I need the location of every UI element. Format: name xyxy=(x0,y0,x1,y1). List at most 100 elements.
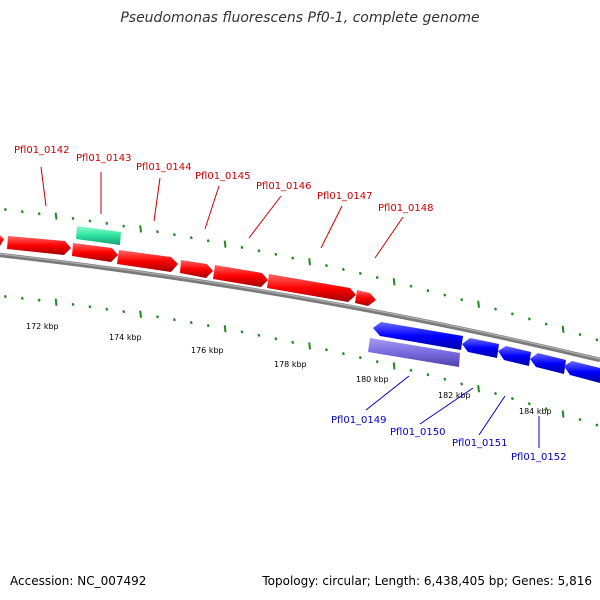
major-tick xyxy=(392,278,396,286)
forward-feature-block[interactable] xyxy=(76,226,121,245)
gene-label[interactable]: Pfl01_0143 xyxy=(76,153,132,164)
minor-tick xyxy=(156,230,159,234)
position-label: 182 kbp xyxy=(438,391,471,400)
gene-arrow[interactable] xyxy=(7,236,71,255)
minor-tick xyxy=(375,275,379,280)
minor-tick xyxy=(358,356,362,360)
minor-tick xyxy=(20,296,24,300)
minor-tick xyxy=(527,317,531,321)
position-label: 180 kbp xyxy=(356,375,389,384)
gene-arrow[interactable] xyxy=(72,243,118,262)
position-label: 178 kbp xyxy=(274,360,307,369)
tick-row-forward xyxy=(3,207,599,342)
position-labels: 172 kbp 174 kbp 176 kbp 178 kbp 180 kbp 182 k… xyxy=(26,322,552,416)
gene-label[interactable]: Pfl01_0147 xyxy=(317,191,373,202)
gene-label[interactable]: Pfl01_0146 xyxy=(256,181,312,192)
gene-arrow[interactable] xyxy=(355,290,376,306)
gene-label[interactable]: Pfl01_0145 xyxy=(195,171,251,182)
gene-label[interactable]: Pfl01_0151 xyxy=(452,438,508,449)
gene-label[interactable]: Pfl01_0149 xyxy=(331,415,387,426)
minor-tick xyxy=(443,377,447,381)
gene-label[interactable]: Pfl01_0148 xyxy=(378,203,434,214)
gene-label[interactable]: Pfl01_0144 xyxy=(136,162,192,173)
minor-tick xyxy=(71,216,75,221)
major-tick xyxy=(477,385,480,393)
gene-arrow[interactable] xyxy=(462,338,499,358)
minor-tick xyxy=(544,322,548,326)
reverse-gene-labels: Pfl01_0149 Pfl01_0150 Pfl01_0151 Pfl01_0… xyxy=(331,415,567,463)
minor-tick xyxy=(37,212,41,216)
minor-tick xyxy=(578,417,582,422)
gene-arrow[interactable] xyxy=(564,361,600,383)
minor-tick xyxy=(510,396,514,401)
minor-tick xyxy=(291,256,295,260)
minor-tick xyxy=(189,320,193,325)
minor-tick xyxy=(37,298,41,302)
minor-tick xyxy=(88,305,92,309)
minor-tick xyxy=(426,373,430,377)
gene-arrow[interactable] xyxy=(373,322,463,350)
gene-label[interactable]: Pfl01_0152 xyxy=(511,452,567,463)
minor-tick xyxy=(122,224,126,228)
minor-tick xyxy=(172,233,176,237)
major-tick xyxy=(223,240,227,248)
position-label: 184 kbp xyxy=(519,407,552,416)
reverse-label-lines xyxy=(365,375,540,448)
major-tick xyxy=(139,225,142,233)
minor-tick xyxy=(206,324,210,328)
gene-arrow[interactable] xyxy=(180,260,213,278)
minor-tick xyxy=(105,221,109,226)
minor-tick xyxy=(20,210,24,214)
gene-arrow[interactable] xyxy=(498,346,531,366)
minor-tick xyxy=(3,207,7,212)
minor-tick xyxy=(595,423,599,427)
minor-tick xyxy=(71,302,75,307)
gene-arrow[interactable] xyxy=(0,235,4,246)
minor-tick xyxy=(172,318,176,322)
accession-text: Accession: NC_007492 xyxy=(10,574,147,588)
minor-tick xyxy=(240,330,244,334)
gene-label[interactable]: Pfl01_0150 xyxy=(390,427,446,438)
minor-tick xyxy=(291,340,295,344)
minor-tick xyxy=(274,337,278,341)
minor-tick xyxy=(274,252,278,256)
minor-tick xyxy=(409,368,413,372)
minor-tick xyxy=(595,338,599,342)
minor-tick xyxy=(375,360,379,364)
gene-arrow[interactable] xyxy=(530,353,566,374)
major-tick xyxy=(392,362,396,370)
gene-label[interactable]: Pfl01_0142 xyxy=(14,145,70,156)
minor-tick xyxy=(206,239,210,243)
minor-tick xyxy=(341,267,345,272)
forward-strand-genes xyxy=(0,235,376,306)
minor-tick xyxy=(510,312,514,316)
minor-tick xyxy=(494,307,497,311)
minor-tick xyxy=(3,294,7,299)
minor-tick xyxy=(122,309,126,314)
minor-tick xyxy=(426,288,430,293)
minor-tick xyxy=(341,352,345,356)
gene-arrow[interactable] xyxy=(117,250,178,272)
minor-tick xyxy=(409,284,413,288)
major-tick xyxy=(54,212,58,220)
major-tick xyxy=(308,342,311,350)
forward-label-lines xyxy=(40,166,404,259)
major-tick xyxy=(223,325,227,333)
minor-tick xyxy=(257,333,261,337)
minor-tick xyxy=(240,245,244,250)
minor-tick xyxy=(88,219,92,223)
gene-arrow[interactable] xyxy=(213,265,268,287)
minor-tick xyxy=(544,407,548,411)
major-tick xyxy=(139,310,142,318)
minor-tick xyxy=(105,307,109,311)
reverse-feature-block[interactable] xyxy=(368,338,460,367)
topology-text: Topology: circular; Length: 6,438,405 bp… xyxy=(262,574,592,588)
minor-tick xyxy=(189,236,193,240)
reverse-strand-genes xyxy=(373,322,600,383)
minor-tick xyxy=(325,348,328,352)
minor-tick xyxy=(578,332,582,337)
gene-arrow[interactable] xyxy=(267,274,356,302)
major-tick xyxy=(561,410,565,418)
minor-tick xyxy=(460,382,464,386)
